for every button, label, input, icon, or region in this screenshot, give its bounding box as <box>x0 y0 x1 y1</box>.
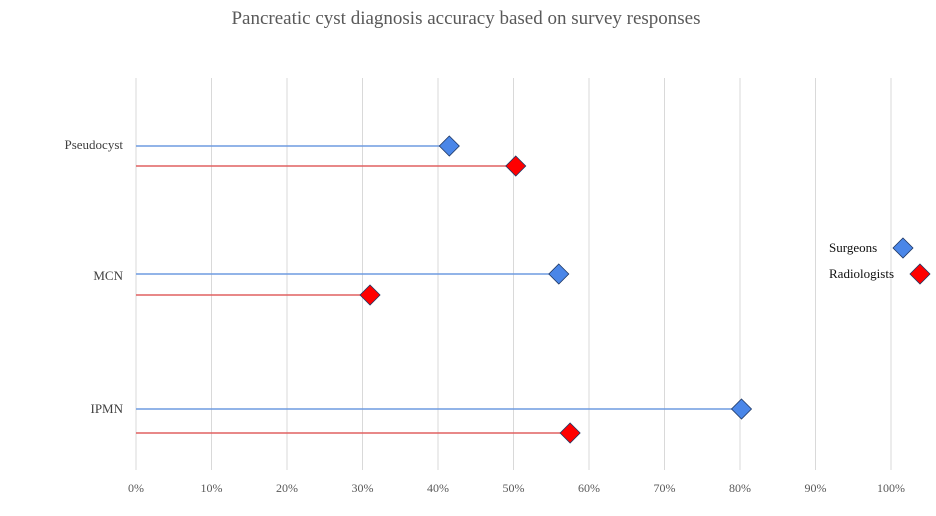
legend: Surgeons Radiologists <box>829 237 931 285</box>
data-point <box>730 398 753 420</box>
data-marks <box>136 135 753 444</box>
legend-marker <box>909 263 931 285</box>
legend-marker <box>892 237 914 259</box>
x-tick-label: 60% <box>578 481 600 495</box>
chart-title: Pancreatic cyst diagnosis accuracy based… <box>231 8 700 29</box>
x-tick-label: 10% <box>201 481 223 495</box>
category-label: MCN <box>93 268 123 283</box>
x-tick-label: 80% <box>729 481 751 495</box>
category-labels: Pseudocyst MCN IPMN <box>65 137 124 416</box>
data-point <box>359 284 381 306</box>
data-point <box>548 263 570 285</box>
legend-label: Surgeons <box>829 240 877 255</box>
x-tick-label: 30% <box>352 481 374 495</box>
category-label: Pseudocyst <box>65 137 124 152</box>
category-label: IPMN <box>90 401 123 416</box>
x-tick-label: 90% <box>805 481 827 495</box>
data-point <box>505 155 527 177</box>
data-point <box>559 422 581 444</box>
x-tick-label: 50% <box>503 481 525 495</box>
x-tick-label: 70% <box>654 481 676 495</box>
legend-label: Radiologists <box>829 266 894 281</box>
x-tick-label: 100% <box>877 481 905 495</box>
x-tick-label: 40% <box>427 481 449 495</box>
x-tick-label: 20% <box>276 481 298 495</box>
data-point <box>438 135 460 157</box>
x-tick-label: 0% <box>128 481 144 495</box>
x-axis-ticks: 0% 10% 20% 30% 40% 50% 60% 70% 80% 90% 100% <box>128 481 905 495</box>
